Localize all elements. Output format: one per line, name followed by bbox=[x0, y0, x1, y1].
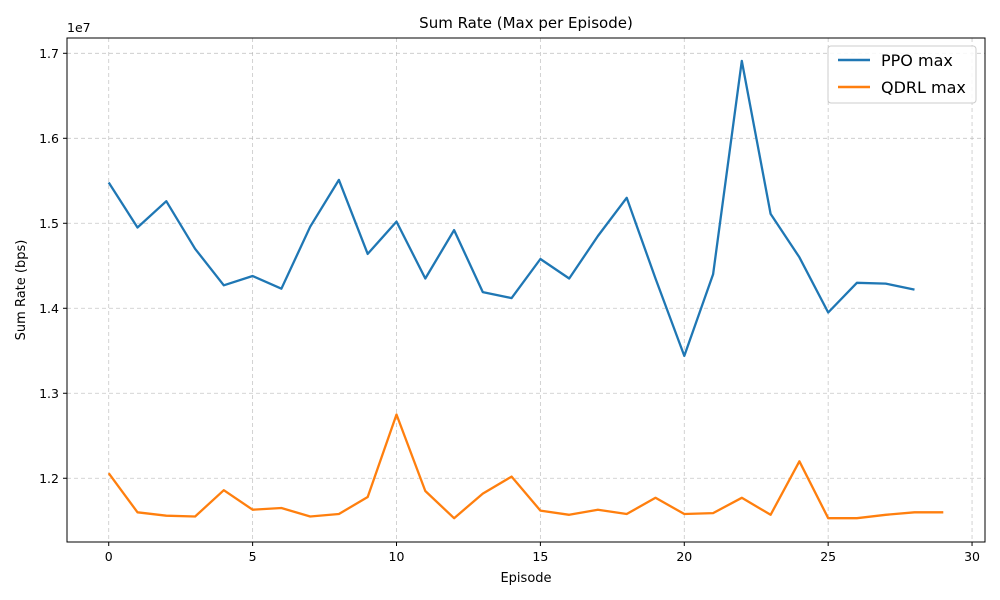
y-axis-ticks: 1.2 1.3 1.4 1.5 1.6 1.7 bbox=[39, 46, 67, 486]
x-tick-label: 25 bbox=[820, 549, 836, 564]
x-tick-label: 30 bbox=[964, 549, 980, 564]
plot-frame bbox=[66, 37, 986, 543]
chart-title: Sum Rate (Max per Episode) bbox=[419, 14, 633, 32]
x-tick-label: 10 bbox=[389, 549, 405, 564]
legend-label-ppo-max: PPO max bbox=[881, 51, 953, 70]
x-tick-label: 15 bbox=[532, 549, 548, 564]
y-tick-label: 1.6 bbox=[39, 131, 59, 146]
x-axis-label: Episode bbox=[500, 571, 551, 586]
series-line-ppo-max bbox=[107, 59, 915, 358]
x-tick-label: 0 bbox=[105, 549, 113, 564]
legend: PPO max QDRL max bbox=[827, 45, 977, 104]
y-tick-label: 1.7 bbox=[39, 46, 59, 61]
series-lines bbox=[107, 59, 944, 520]
x-tick-label: 20 bbox=[676, 549, 692, 564]
x-axis-ticks: 0 5 10 15 20 25 30 bbox=[105, 542, 980, 564]
y-tick-label: 1.2 bbox=[39, 471, 59, 486]
x-tick-label: 5 bbox=[249, 549, 257, 564]
series-line-qdrl-max bbox=[107, 413, 944, 520]
y-tick-label: 1.3 bbox=[39, 386, 59, 401]
y-offset-label: 1e7 bbox=[67, 20, 91, 35]
y-tick-label: 1.5 bbox=[39, 216, 59, 231]
y-tick-label: 1.4 bbox=[39, 301, 59, 316]
y-axis-label: Sum Rate (bps) bbox=[14, 240, 29, 341]
legend-label-qdrl-max: QDRL max bbox=[881, 78, 966, 97]
